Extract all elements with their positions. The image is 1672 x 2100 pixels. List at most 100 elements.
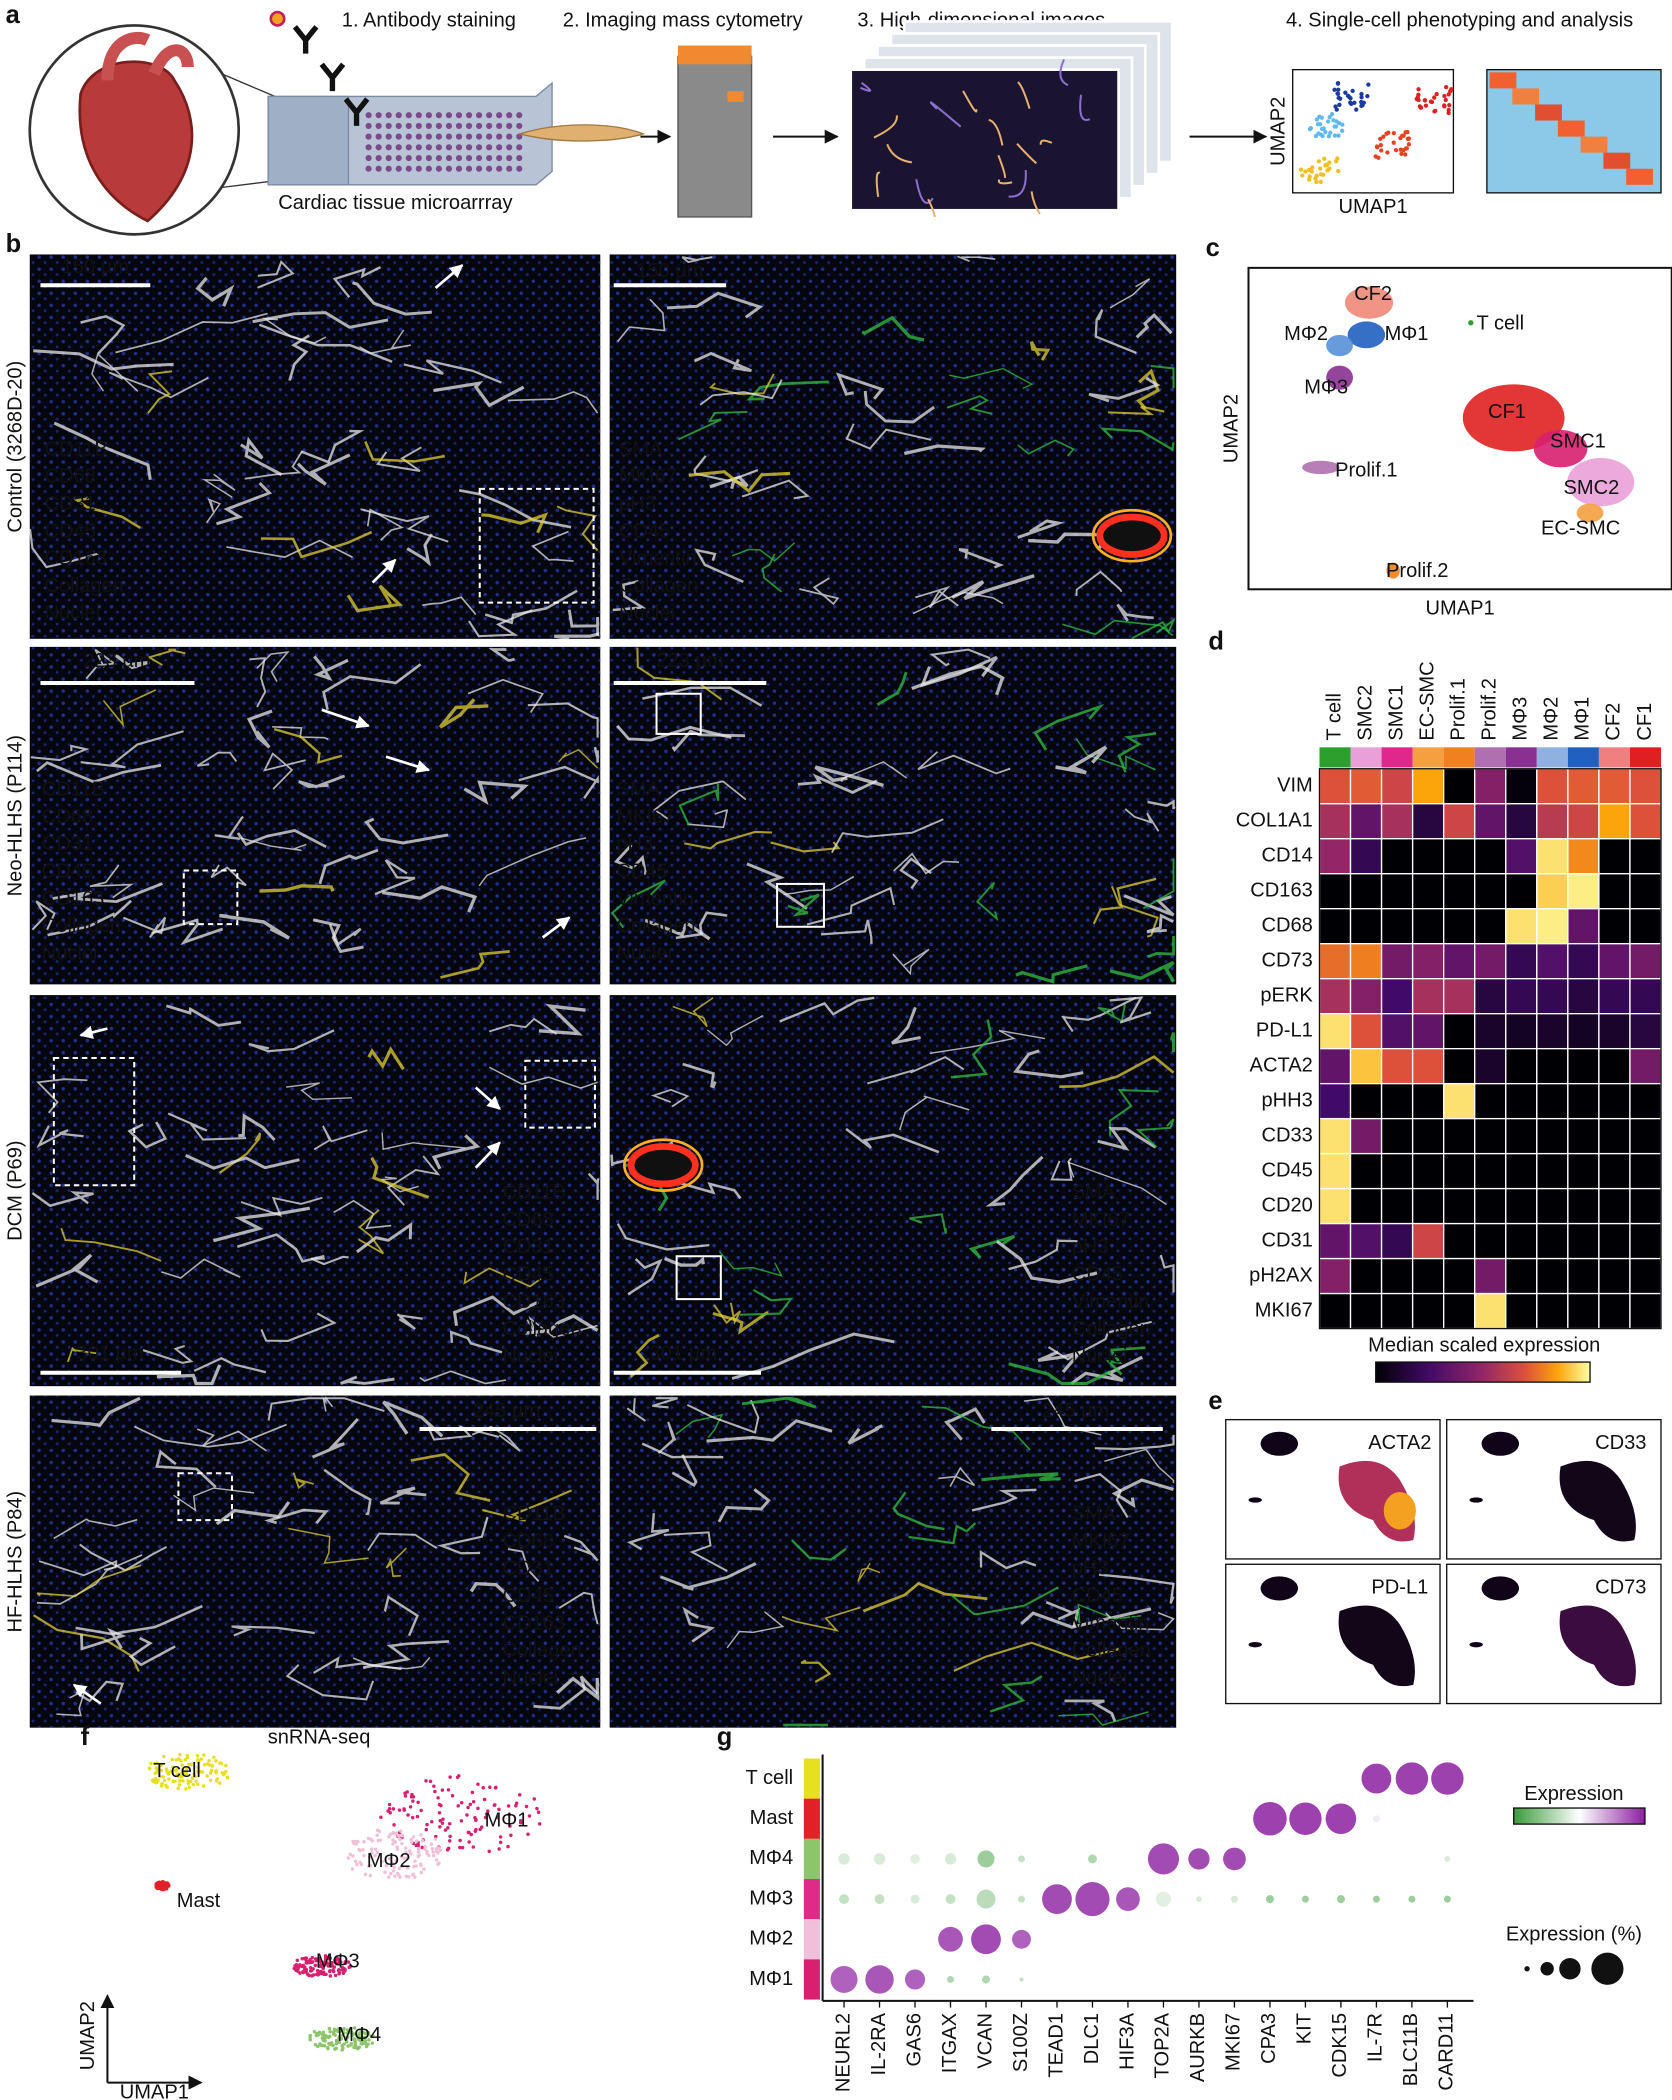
umap-point	[416, 1847, 421, 1851]
dot	[977, 1850, 995, 1868]
mini-umap-point	[1442, 93, 1447, 99]
dot	[1444, 1856, 1451, 1862]
umap-point	[403, 1794, 408, 1798]
umap-point	[158, 1775, 162, 1779]
tissue-fiber	[909, 1213, 947, 1234]
tissue-fiber	[458, 488, 572, 529]
heatmap-cell	[1380, 768, 1414, 805]
tissue-fiber	[857, 1562, 881, 1582]
column-label: EC-SMC	[1416, 661, 1438, 740]
tissue-fiber	[31, 1191, 94, 1208]
umap-point	[398, 1837, 402, 1842]
umap-frame	[1247, 266, 1672, 591]
tissue-core	[445, 133, 453, 140]
heatmap-cell	[1443, 1257, 1476, 1295]
umap-point	[469, 1832, 474, 1837]
heatmap-cell	[1474, 1187, 1507, 1225]
umap-point	[218, 1781, 222, 1785]
umap-point	[170, 1765, 175, 1769]
umap-point	[298, 1971, 302, 1975]
dot	[910, 1894, 920, 1904]
umap-point	[351, 2032, 356, 2036]
mini-umap-point	[1324, 162, 1329, 167]
heatmap-cell	[1380, 838, 1414, 875]
umap-point	[392, 1823, 396, 1827]
umap-point	[482, 1797, 487, 1802]
umap-point	[403, 1856, 407, 1861]
tissue-fiber	[915, 585, 959, 609]
umap-point	[184, 1766, 189, 1771]
umap-point	[340, 2043, 344, 2048]
tissue-fiber	[32, 1614, 140, 1672]
tissue-fiber	[899, 1095, 970, 1131]
umap-point	[311, 1973, 316, 1977]
tissue-fiber	[481, 512, 549, 534]
tissue-fiber	[567, 609, 600, 636]
mini-umap-point	[1379, 148, 1384, 153]
feature-label: CD33	[1595, 1432, 1646, 1454]
marker-label: MKI67	[619, 466, 677, 488]
tissue-fiber	[1017, 519, 1065, 539]
umap-point	[195, 1753, 200, 1758]
tissue-fiber	[642, 686, 763, 707]
heatmap-cell	[1536, 803, 1569, 840]
tissue-core	[425, 144, 432, 151]
umap-point	[498, 1840, 503, 1845]
marker-label: MKI67	[1072, 1530, 1130, 1552]
row-label: T cell	[746, 1767, 794, 1789]
tissue-fiber	[212, 1206, 311, 1243]
tissue-fiber	[989, 1675, 1043, 1713]
marker-label: CD31	[44, 493, 95, 515]
mini-umap-point	[1403, 152, 1408, 157]
umap-point	[177, 1783, 182, 1787]
tissue-fiber	[1147, 936, 1175, 958]
tissue-fiber	[53, 1518, 138, 1540]
heatmap-cell	[1318, 978, 1352, 1015]
heatmap-cell	[1411, 838, 1445, 875]
umap-point	[476, 1782, 480, 1787]
heatmap-cell	[1474, 803, 1507, 840]
panel-label: d	[1208, 628, 1224, 656]
tissue-fiber	[806, 886, 896, 926]
tissue-fiber	[248, 1029, 335, 1053]
axis-label: UMAP1	[120, 2082, 189, 2100]
tissue-core	[365, 133, 372, 140]
image-texture	[997, 154, 1007, 178]
umap-point	[415, 1814, 420, 1819]
tissue-core	[395, 165, 402, 172]
mini-umap-point	[1328, 130, 1333, 135]
heatmap-cell	[1318, 1117, 1352, 1155]
umap-point	[408, 1805, 413, 1809]
tissue-fiber	[362, 1640, 450, 1669]
feature-label: PD-L1	[1371, 1577, 1428, 1599]
tissue-core	[375, 133, 382, 140]
heatmap-cell	[1474, 1082, 1507, 1120]
umap-point	[458, 1838, 462, 1843]
tissue-fiber	[80, 730, 184, 769]
umap-point	[508, 1824, 512, 1828]
umap-point	[355, 1862, 359, 1867]
row-color	[803, 1919, 820, 1960]
tissue-fiber	[201, 473, 236, 498]
row-label: Neo-HLHS (P114)	[5, 735, 27, 896]
heatmap-cell	[1443, 1117, 1476, 1155]
tissue-fiber	[257, 259, 295, 289]
mini-umap-point	[1406, 136, 1412, 141]
tissue-core	[465, 165, 473, 172]
heatmap-cell	[1380, 1187, 1414, 1225]
tissue-fiber	[666, 291, 764, 319]
umap-point	[327, 1957, 331, 1961]
umap-point	[205, 1774, 209, 1778]
umap-point	[359, 1862, 364, 1867]
umap-point	[337, 2027, 342, 2031]
heatmap-cell	[1629, 978, 1662, 1015]
umap-point	[459, 1801, 464, 1805]
umap-point	[302, 1969, 306, 1973]
tissue-core	[516, 133, 523, 140]
marker-label: SMA	[616, 778, 660, 800]
tissue-fiber	[360, 508, 449, 543]
mini-umap-point	[1386, 130, 1391, 135]
umap-point	[400, 1855, 404, 1859]
tissue-fiber	[410, 1453, 491, 1502]
tissue-fiber	[296, 453, 351, 486]
